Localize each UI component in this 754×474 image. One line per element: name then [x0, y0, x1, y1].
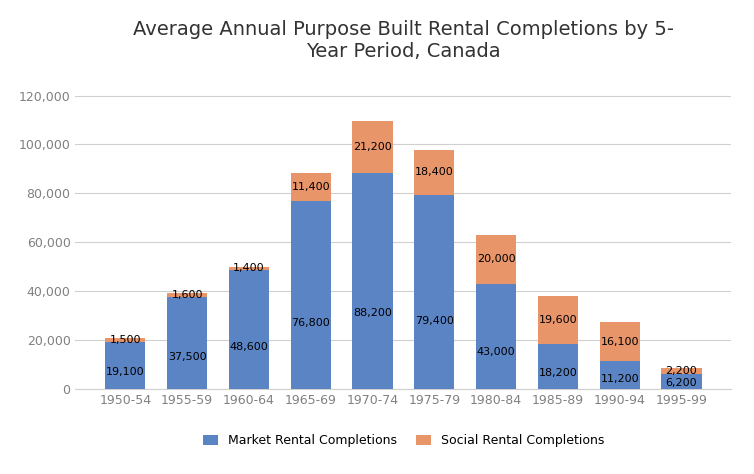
Text: 1,400: 1,400: [233, 263, 265, 273]
Text: 37,500: 37,500: [168, 352, 207, 362]
Text: 1,500: 1,500: [109, 335, 141, 345]
Bar: [167, 297, 207, 389]
Text: 11,400: 11,400: [291, 182, 330, 192]
Text: 18,200: 18,200: [538, 368, 578, 378]
Bar: [414, 195, 455, 389]
Bar: [228, 270, 269, 389]
Title: Average Annual Purpose Built Rental Completions by 5-
Year Period, Canada: Average Annual Purpose Built Rental Comp…: [133, 20, 674, 61]
Bar: [290, 201, 331, 389]
Text: 43,000: 43,000: [477, 347, 516, 357]
Bar: [661, 368, 701, 374]
Bar: [352, 173, 393, 389]
Text: 21,200: 21,200: [353, 142, 392, 152]
Bar: [476, 283, 516, 389]
Bar: [414, 150, 455, 195]
Text: 76,800: 76,800: [291, 318, 330, 328]
Bar: [106, 342, 146, 389]
Legend: Market Rental Completions, Social Rental Completions: Market Rental Completions, Social Rental…: [198, 429, 609, 452]
Bar: [538, 296, 578, 344]
Text: 19,100: 19,100: [106, 367, 145, 377]
Bar: [290, 173, 331, 201]
Bar: [167, 293, 207, 297]
Bar: [661, 374, 701, 389]
Bar: [599, 322, 639, 361]
Bar: [538, 344, 578, 389]
Text: 88,200: 88,200: [353, 308, 392, 318]
Text: 48,600: 48,600: [229, 342, 268, 352]
Text: 19,600: 19,600: [538, 315, 578, 325]
Text: 6,200: 6,200: [666, 378, 697, 388]
Bar: [352, 121, 393, 173]
Text: 1,600: 1,600: [171, 290, 203, 300]
Text: 20,000: 20,000: [477, 254, 516, 264]
Bar: [106, 338, 146, 342]
Bar: [228, 266, 269, 270]
Text: 18,400: 18,400: [415, 167, 454, 177]
Bar: [599, 361, 639, 389]
Text: 79,400: 79,400: [415, 316, 454, 326]
Text: 11,200: 11,200: [600, 374, 639, 384]
Text: 16,100: 16,100: [600, 337, 639, 346]
Text: 2,200: 2,200: [666, 366, 697, 376]
Bar: [476, 235, 516, 283]
